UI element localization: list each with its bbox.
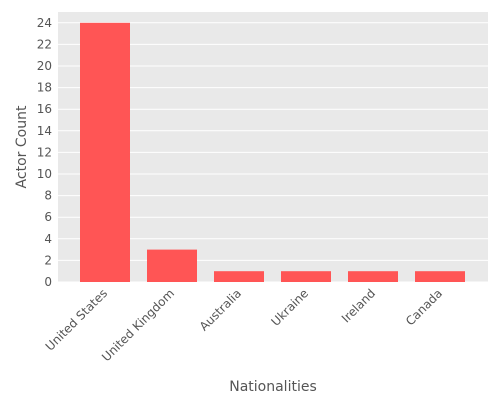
y-tick-label: 2	[44, 253, 52, 267]
y-tick-label: 18	[37, 81, 52, 95]
bar-australia	[214, 271, 264, 282]
x-tick-label: Ireland	[339, 286, 378, 325]
y-tick-label: 4	[44, 232, 52, 246]
y-tick-label: 24	[37, 16, 52, 30]
bars	[80, 22, 465, 283]
x-tick-label: Canada	[403, 286, 445, 328]
y-tick-label: 8	[44, 189, 52, 203]
bar-united-states	[80, 22, 130, 283]
x-tick-label: United Kingdom	[99, 286, 177, 364]
y-tick-label: 12	[37, 145, 52, 159]
y-tick-label: 6	[44, 210, 52, 224]
x-tick-label: Ukraine	[268, 286, 311, 329]
y-tick-label: 16	[37, 102, 52, 116]
y-tick-label: 14	[37, 124, 52, 138]
bar-canada	[415, 271, 465, 282]
y-tick-label: 20	[37, 59, 52, 73]
x-axis-label: Nationalities	[229, 379, 317, 395]
x-tick-label: United States	[43, 286, 110, 353]
bar-united-kingdom	[147, 249, 197, 282]
bar-ukraine	[281, 271, 331, 282]
y-tick-label: 0	[44, 275, 52, 289]
bar-ireland	[348, 271, 398, 282]
x-tick-label: Australia	[197, 286, 244, 333]
y-tick-label: 22	[37, 37, 52, 51]
y-tick-label: 10	[37, 167, 52, 181]
y-axis-label: Actor Count	[14, 105, 30, 188]
